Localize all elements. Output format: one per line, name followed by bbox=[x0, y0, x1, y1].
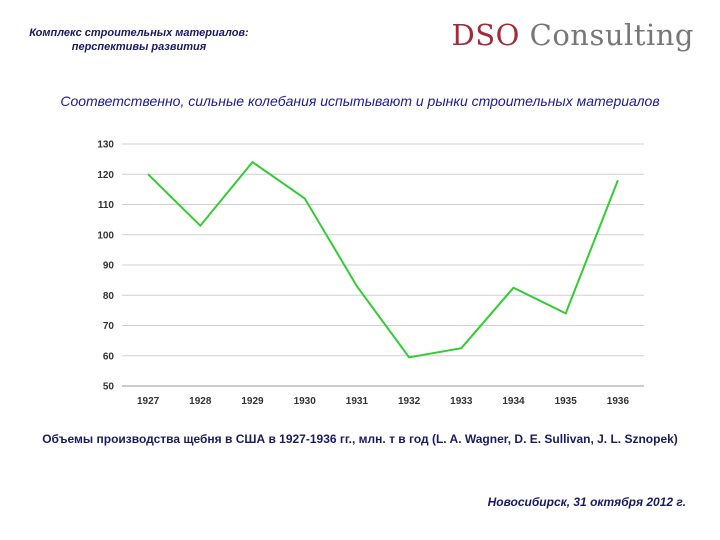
x-tick-label: 1927 bbox=[137, 396, 160, 407]
y-tick-label: 110 bbox=[98, 200, 115, 211]
x-tick-label: 1936 bbox=[607, 396, 630, 407]
footer-date: Новосибирск, 31 октября 2012 г. bbox=[487, 495, 686, 509]
logo-consulting: Consulting bbox=[529, 18, 694, 52]
logo-dso: DSO bbox=[451, 18, 520, 52]
series-line bbox=[147, 160, 619, 359]
y-tick-label: 100 bbox=[97, 230, 114, 241]
presentation-subtitle: Комплекс строительных материалов: перспе… bbox=[14, 26, 264, 54]
y-tick-label: 50 bbox=[103, 382, 115, 393]
x-tick-label: 1930 bbox=[294, 396, 317, 407]
x-tick-label: 1933 bbox=[450, 396, 473, 407]
y-tick-label: 80 bbox=[103, 291, 115, 302]
y-tick-label: 60 bbox=[103, 351, 115, 362]
y-tick-label: 130 bbox=[97, 140, 114, 151]
chart-caption: Объемы производства щебня в США в 1927-1… bbox=[42, 432, 678, 446]
x-tick-label: 1934 bbox=[502, 396, 525, 407]
x-tick-label: 1931 bbox=[346, 396, 369, 407]
presentation-subtitle-line1: Комплекс строительных материалов: bbox=[29, 27, 249, 39]
x-tick-label: 1929 bbox=[241, 396, 264, 407]
y-tick-label: 90 bbox=[103, 261, 115, 272]
presentation-subtitle-line2: перспективы развития bbox=[71, 41, 207, 53]
y-tick-label: 120 bbox=[97, 170, 114, 181]
company-logo: DSO Consulting bbox=[452, 18, 694, 52]
x-tick-label: 1932 bbox=[398, 396, 421, 407]
x-tick-label: 1928 bbox=[189, 396, 212, 407]
slide-title: Соответственно, сильные колебания испыты… bbox=[60, 93, 660, 109]
x-tick-label: 1935 bbox=[555, 396, 578, 407]
y-tick-label: 70 bbox=[103, 321, 115, 332]
